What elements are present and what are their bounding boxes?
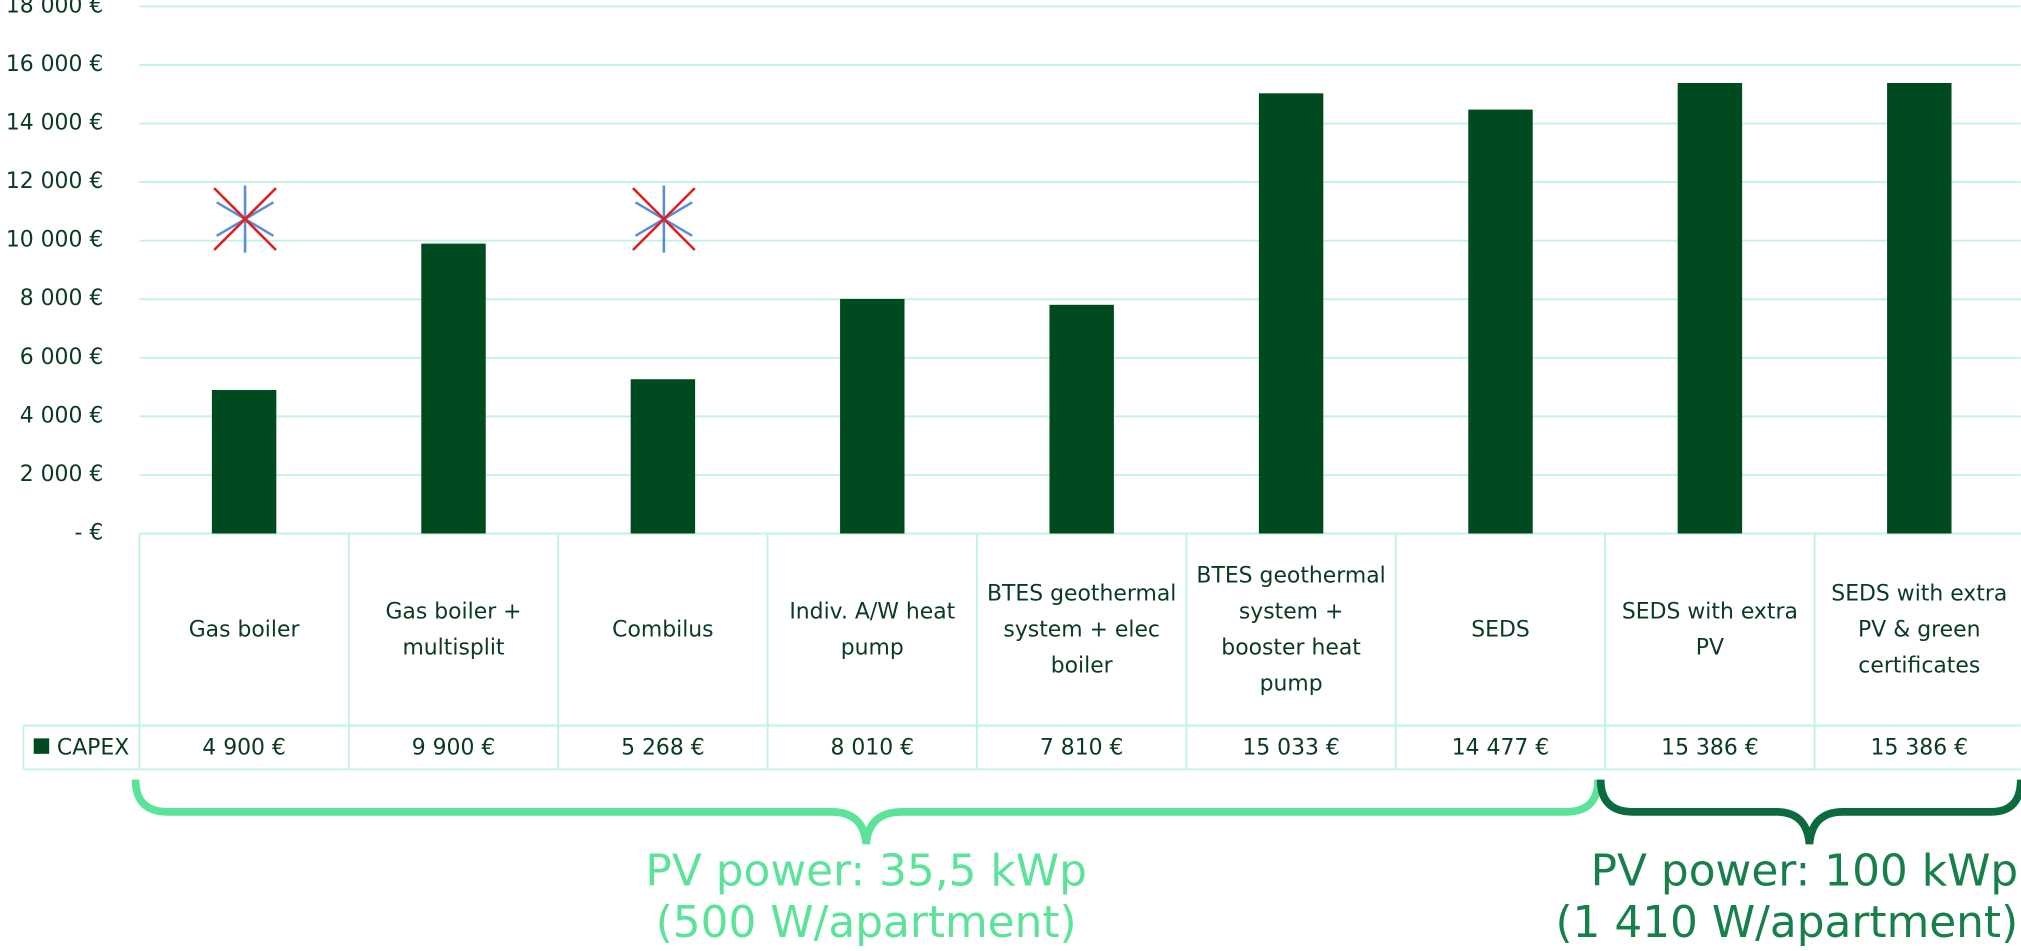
y-tick-label: - €	[75, 520, 104, 545]
data-label: 15 386 €	[1661, 736, 1758, 761]
x-tick-label: Gas boiler	[188, 616, 300, 643]
bar	[1258, 93, 1324, 534]
data-label: 4 900 €	[202, 736, 286, 761]
category-cell: SEDS	[1471, 616, 1530, 643]
category-cell: Gas boiler	[188, 616, 300, 643]
data-label: 9 900 €	[412, 736, 496, 761]
data-label: 14 477 €	[1452, 736, 1549, 761]
data-label: 15 033 €	[1242, 736, 1339, 761]
data-label: 5 268 €	[621, 736, 705, 761]
y-tick-label: 12 000 €	[6, 169, 103, 194]
snowflake-icon	[213, 185, 277, 253]
x-tick-label: BTES geothermal system + booster heat pu…	[1196, 562, 1386, 697]
x-tick-label: Indiv. A/W heat pump	[789, 598, 956, 661]
category-cell: Gas boiler + multisplit	[385, 598, 522, 661]
x-tick-label: SEDS with extra PV	[1621, 598, 1798, 661]
bar	[630, 379, 696, 534]
bar	[421, 243, 486, 534]
x-tick-label: Combilus	[612, 616, 714, 643]
x-tick-label: SEDS with extra PV & green certificates	[1831, 580, 2008, 679]
bar	[1677, 82, 1743, 534]
x-tick-label: Gas boiler + multisplit	[385, 598, 522, 661]
x-tick-label: SEDS	[1471, 616, 1530, 643]
plot: - € 2 000 € 4 000 € 6 000 € 8 000 € 10 000 € 1…	[6, 0, 2021, 771]
category-cell: BTES geothermal system + elec boiler	[987, 580, 1177, 679]
data-label: 7 810 €	[1040, 736, 1124, 761]
annotation: (500 W/apartment)	[656, 897, 1077, 948]
bar	[211, 390, 277, 534]
y-tick-label: 10 000 €	[6, 228, 103, 253]
bar	[840, 298, 905, 534]
y-tick-label: 14 000 €	[6, 111, 103, 136]
category-cell: SEDS with extra PV & green certificates	[1831, 580, 2008, 679]
y-tick-label: 4 000 €	[20, 403, 104, 428]
bar	[1049, 304, 1114, 534]
legend-label: CAPEX	[57, 736, 129, 761]
category-cell: Indiv. A/W heat pump	[789, 598, 956, 661]
y-tick-label: 6 000 €	[20, 345, 104, 370]
y-tick-label: 2 000 €	[20, 462, 104, 487]
category-cell: Combilus	[612, 616, 714, 643]
category-cell: BTES geothermal system + booster heat pu…	[1196, 562, 1386, 697]
legend-swatch	[33, 738, 50, 754]
data-label: 15 386 €	[1871, 736, 1968, 761]
bracket	[131, 779, 1602, 845]
x-tick-label: BTES geothermal system + elec boiler	[987, 580, 1177, 679]
snowflake-icon	[632, 185, 696, 253]
annotation: (1 410 W/apartment)	[1555, 897, 2018, 948]
y-tick-label: 16 000 €	[6, 52, 103, 77]
bracket	[1596, 779, 2021, 845]
bar	[1887, 82, 1952, 534]
annotation: PV power: 35,5 kWp	[645, 846, 1086, 897]
y-tick-label: 8 000 €	[20, 286, 104, 311]
annotation: PV power: 100 kWp	[1591, 846, 2019, 897]
y-tick-label: 18 000 €	[6, 0, 103, 18]
data-label: 8 010 €	[831, 736, 915, 761]
category-cell: SEDS with extra PV	[1621, 598, 1798, 661]
bar	[1468, 109, 1533, 534]
